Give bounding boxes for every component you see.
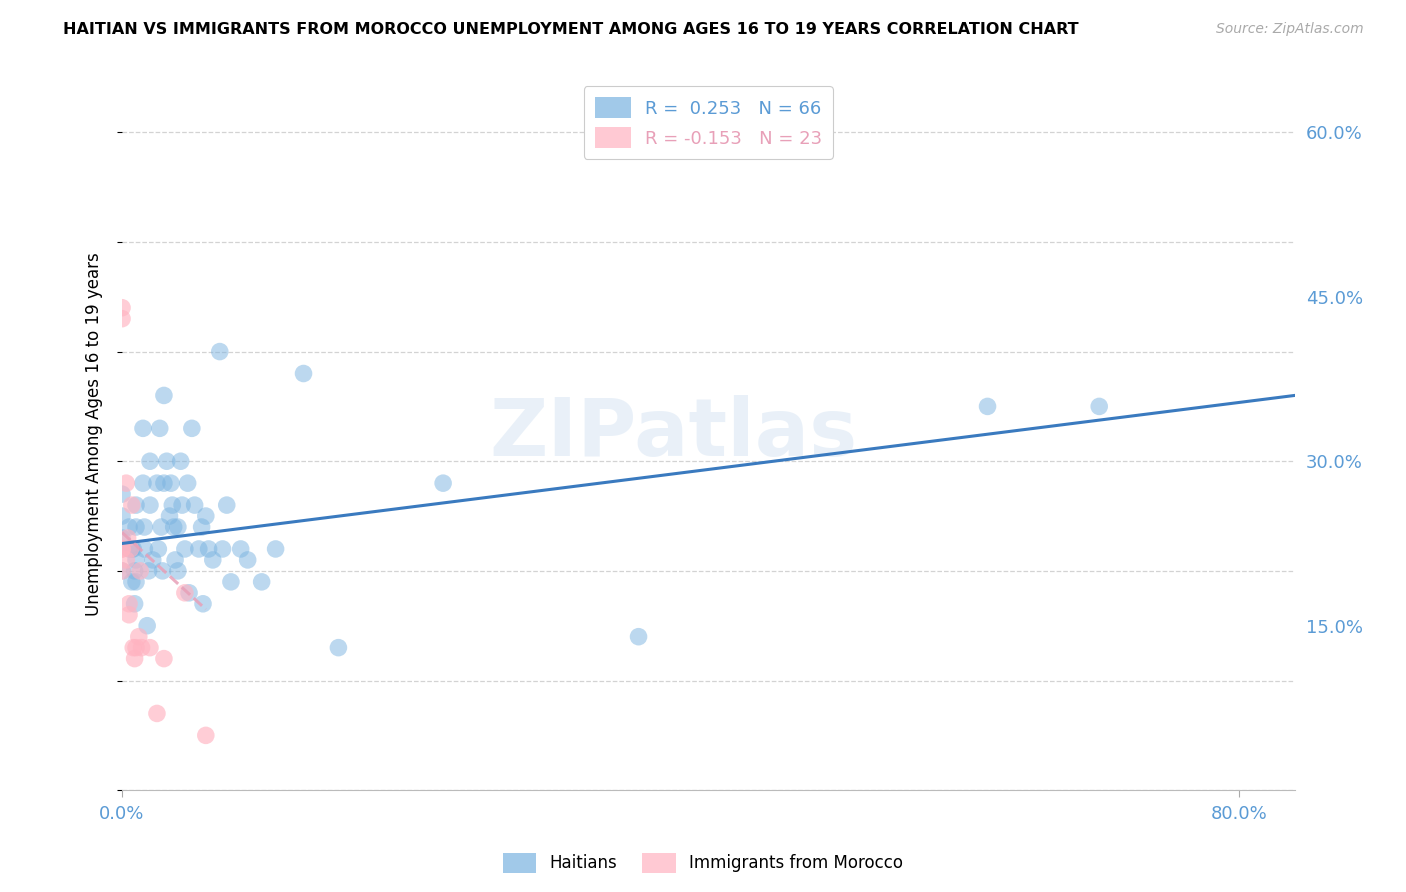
Point xyxy=(120,541,142,556)
Point xyxy=(122,640,145,655)
Point xyxy=(111,564,134,578)
Point xyxy=(142,553,165,567)
Point xyxy=(139,454,162,468)
Point xyxy=(187,541,209,556)
Point xyxy=(139,498,162,512)
Point xyxy=(115,553,138,567)
Point xyxy=(125,574,148,589)
Point xyxy=(167,520,190,534)
Point xyxy=(124,651,146,665)
Point xyxy=(153,476,176,491)
Point xyxy=(194,509,217,524)
Point xyxy=(118,541,141,556)
Point xyxy=(236,553,259,567)
Point xyxy=(1088,400,1111,414)
Point xyxy=(121,498,143,512)
Point xyxy=(173,586,195,600)
Point xyxy=(132,476,155,491)
Point xyxy=(125,553,148,567)
Point xyxy=(118,607,141,622)
Point xyxy=(165,553,187,567)
Point xyxy=(173,541,195,556)
Point xyxy=(190,520,212,534)
Point xyxy=(211,541,233,556)
Point xyxy=(121,574,143,589)
Point xyxy=(111,311,134,326)
Point xyxy=(197,541,219,556)
Text: ZIPatlas: ZIPatlas xyxy=(489,395,858,473)
Point xyxy=(146,476,169,491)
Point xyxy=(328,640,350,655)
Y-axis label: Unemployment Among Ages 16 to 19 years: Unemployment Among Ages 16 to 19 years xyxy=(86,252,103,615)
Point xyxy=(111,487,134,501)
Point xyxy=(150,520,173,534)
Point xyxy=(139,640,162,655)
Point xyxy=(627,630,650,644)
Point xyxy=(125,640,148,655)
Point xyxy=(201,553,224,567)
Point xyxy=(292,367,315,381)
Point xyxy=(177,586,200,600)
Point xyxy=(215,498,238,512)
Point xyxy=(124,564,146,578)
Point xyxy=(229,541,252,556)
Point xyxy=(153,651,176,665)
Point xyxy=(250,574,273,589)
Point xyxy=(138,564,160,578)
Point xyxy=(194,728,217,742)
Point xyxy=(170,498,193,512)
Point xyxy=(111,301,134,315)
Point xyxy=(170,454,193,468)
Point xyxy=(183,498,205,512)
Point xyxy=(111,509,134,524)
Point xyxy=(163,520,186,534)
Point xyxy=(149,421,172,435)
Point xyxy=(159,509,181,524)
Point xyxy=(176,476,198,491)
Point xyxy=(134,541,156,556)
Point xyxy=(134,520,156,534)
Point xyxy=(167,564,190,578)
Point xyxy=(125,520,148,534)
Point xyxy=(156,454,179,468)
Point xyxy=(124,597,146,611)
Point xyxy=(131,640,153,655)
Point xyxy=(160,476,183,491)
Point xyxy=(148,541,170,556)
Point xyxy=(264,541,287,556)
Point xyxy=(191,597,214,611)
Point xyxy=(121,541,143,556)
Point xyxy=(117,531,139,545)
Point xyxy=(180,421,202,435)
Point xyxy=(153,388,176,402)
Point xyxy=(432,476,454,491)
Point xyxy=(136,618,159,632)
Point xyxy=(111,541,134,556)
Point xyxy=(111,541,134,556)
Point xyxy=(118,597,141,611)
Point xyxy=(208,344,231,359)
Point xyxy=(146,706,169,721)
Point xyxy=(111,564,134,578)
Point xyxy=(111,531,134,545)
Legend: R =  0.253   N = 66, R = -0.153   N = 23: R = 0.253 N = 66, R = -0.153 N = 23 xyxy=(583,87,832,159)
Point xyxy=(152,564,174,578)
Point xyxy=(118,520,141,534)
Point xyxy=(129,564,152,578)
Point xyxy=(125,498,148,512)
Point xyxy=(132,421,155,435)
Text: Source: ZipAtlas.com: Source: ZipAtlas.com xyxy=(1216,22,1364,37)
Point xyxy=(128,630,150,644)
Point xyxy=(976,400,998,414)
Point xyxy=(115,476,138,491)
Text: HAITIAN VS IMMIGRANTS FROM MOROCCO UNEMPLOYMENT AMONG AGES 16 TO 19 YEARS CORREL: HAITIAN VS IMMIGRANTS FROM MOROCCO UNEMP… xyxy=(63,22,1078,37)
Point xyxy=(162,498,184,512)
Point xyxy=(122,541,145,556)
Point xyxy=(219,574,242,589)
Legend: Haitians, Immigrants from Morocco: Haitians, Immigrants from Morocco xyxy=(496,847,910,880)
